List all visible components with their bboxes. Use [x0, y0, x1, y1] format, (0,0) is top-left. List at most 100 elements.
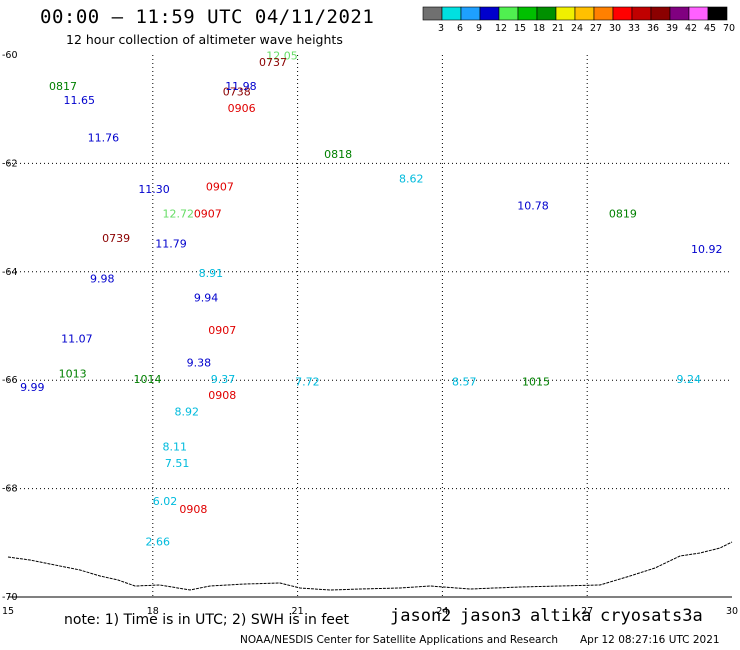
colorbar-label: 36 — [647, 23, 659, 34]
axes: 15 18 21 24 27 30 -60 -62 -64 -66 -68 -70 — [2, 50, 738, 617]
wave-height-point: 11.30 — [138, 183, 170, 196]
colorbar-swatch — [707, 6, 728, 21]
colorbar-swatch — [612, 6, 633, 21]
wave-height-point: 0739 — [102, 232, 130, 245]
colorbar-swatch — [422, 6, 443, 21]
colorbar-swatch — [441, 6, 462, 21]
colorbar-label: 12 — [495, 23, 507, 34]
page-title: 00:00 – 11:59 UTC 04/11/2021 — [40, 6, 375, 28]
wave-height-point: 0908 — [208, 389, 236, 402]
colorbar-label: 42 — [685, 23, 697, 34]
wave-height-point: 1014 — [133, 373, 161, 386]
colorbar-label: 15 — [514, 23, 526, 34]
y-tick-label: -64 — [2, 267, 18, 278]
wave-height-point: 8.91 — [199, 267, 224, 280]
colorbar-label: 9 — [476, 23, 482, 34]
colorbar-label: 3 — [438, 23, 444, 34]
colorbar-swatch — [593, 6, 614, 21]
wave-height-point: 9.37 — [211, 373, 236, 386]
footer-note: note: 1) Time is in UTC; 2) SWH is in fe… — [64, 612, 350, 628]
sat-cryosat-label: cryosat — [600, 606, 672, 626]
colorbar-swatch — [555, 6, 576, 21]
x-tick-label: 18 — [147, 606, 159, 617]
sat-jason2-label: jason2 — [390, 606, 452, 626]
wave-height-point: 9.38 — [187, 357, 212, 370]
grid — [8, 55, 732, 597]
colorbar-label: 33 — [628, 23, 640, 34]
colorbar-swatch — [688, 6, 709, 21]
colorbar-swatch — [669, 6, 690, 21]
wave-height-point: 9.24 — [676, 373, 701, 386]
x-tick-label: 24 — [436, 606, 448, 617]
wave-height-point: 11.98 — [225, 80, 257, 93]
wave-height-point: 8.57 — [452, 376, 477, 389]
sat-altika-label: altika — [530, 606, 592, 626]
wave-height-point: 2.66 — [146, 536, 171, 549]
wave-height-point: 1013 — [59, 367, 87, 380]
coastline — [7, 541, 733, 591]
wave-height-point: 0907 — [194, 208, 222, 221]
page-subtitle: 12 hour collection of altimeter wave hei… — [66, 32, 343, 47]
wave-height-point: 9.98 — [90, 273, 115, 286]
x-tick-label: 27 — [581, 606, 593, 617]
wave-height-point: 7.72 — [295, 376, 320, 389]
colorbar-swatch — [650, 6, 671, 21]
y-tick-label: -60 — [2, 50, 18, 61]
colorbar-swatch — [479, 6, 500, 21]
wave-height-point: 0818 — [324, 148, 352, 161]
wave-height-point: 0737 — [259, 56, 287, 69]
colorbar-swatch — [536, 6, 557, 21]
wave-height-point: 8.92 — [175, 405, 200, 418]
x-tick-label: 21 — [292, 606, 304, 617]
wave-height-point: 9.99 — [20, 381, 45, 394]
colorbar-label: 27 — [590, 23, 602, 34]
colorbar-swatch — [574, 6, 595, 21]
wave-height-point: 0906 — [228, 102, 256, 115]
x-tick-label: 30 — [726, 606, 738, 617]
wave-height-point: 11.79 — [155, 237, 187, 250]
credit-line: NOAA/NESDIS Center for Satellite Applica… — [240, 634, 558, 646]
colorbar-swatch — [498, 6, 519, 21]
sat-s3a-label: s3a — [672, 606, 703, 626]
y-tick-label: -68 — [2, 484, 18, 495]
wave-height-point: 0908 — [179, 503, 207, 516]
colorbar-label: 39 — [666, 23, 678, 34]
y-tick-label: -62 — [2, 158, 18, 169]
wave-height-point: 0907 — [208, 324, 236, 337]
colorbar-label: 70 — [723, 23, 735, 34]
wave-height-point: 0738 — [223, 86, 251, 99]
y-tick-label: -66 — [2, 375, 18, 386]
colorbar-label: 30 — [609, 23, 621, 34]
wave-height-point: 12.72 — [162, 208, 194, 221]
colorbar-swatch — [517, 6, 538, 21]
colorbar-label: 45 — [704, 23, 716, 34]
wave-height-point: 11.07 — [61, 332, 93, 345]
wave-height-point: 7.51 — [165, 457, 190, 470]
timestamp: Apr 12 08:27:16 UTC 2021 — [580, 634, 720, 646]
colorbar-label: 18 — [533, 23, 545, 34]
wave-height-point: 0817 — [49, 80, 77, 93]
wave-height-point: 10.78 — [517, 199, 549, 212]
wave-height-point: 9.94 — [194, 292, 219, 305]
wave-height-point: 12.05 — [266, 49, 298, 62]
wave-height-point: 10.92 — [691, 243, 723, 256]
colorbar-label: 24 — [571, 23, 583, 34]
x-tick-label: 15 — [2, 606, 14, 617]
colorbar-swatch — [631, 6, 652, 21]
y-tick-label: -70 — [2, 592, 18, 603]
wave-height-point: 0819 — [609, 208, 637, 221]
wave-height-point: 8.62 — [399, 172, 424, 185]
colorbar-label: 21 — [552, 23, 564, 34]
wave-height-point: 6.02 — [153, 495, 178, 508]
colorbar-swatch — [460, 6, 481, 21]
wave-height-point: 11.65 — [64, 94, 96, 107]
colorbar-label: 6 — [457, 23, 463, 34]
wave-height-point: 8.11 — [162, 441, 187, 454]
wave-height-point: 11.76 — [88, 132, 120, 145]
wave-height-point: 0907 — [206, 181, 234, 194]
sat-jason3-label: jason3 — [460, 606, 522, 626]
wave-height-point: 1015 — [522, 376, 550, 389]
